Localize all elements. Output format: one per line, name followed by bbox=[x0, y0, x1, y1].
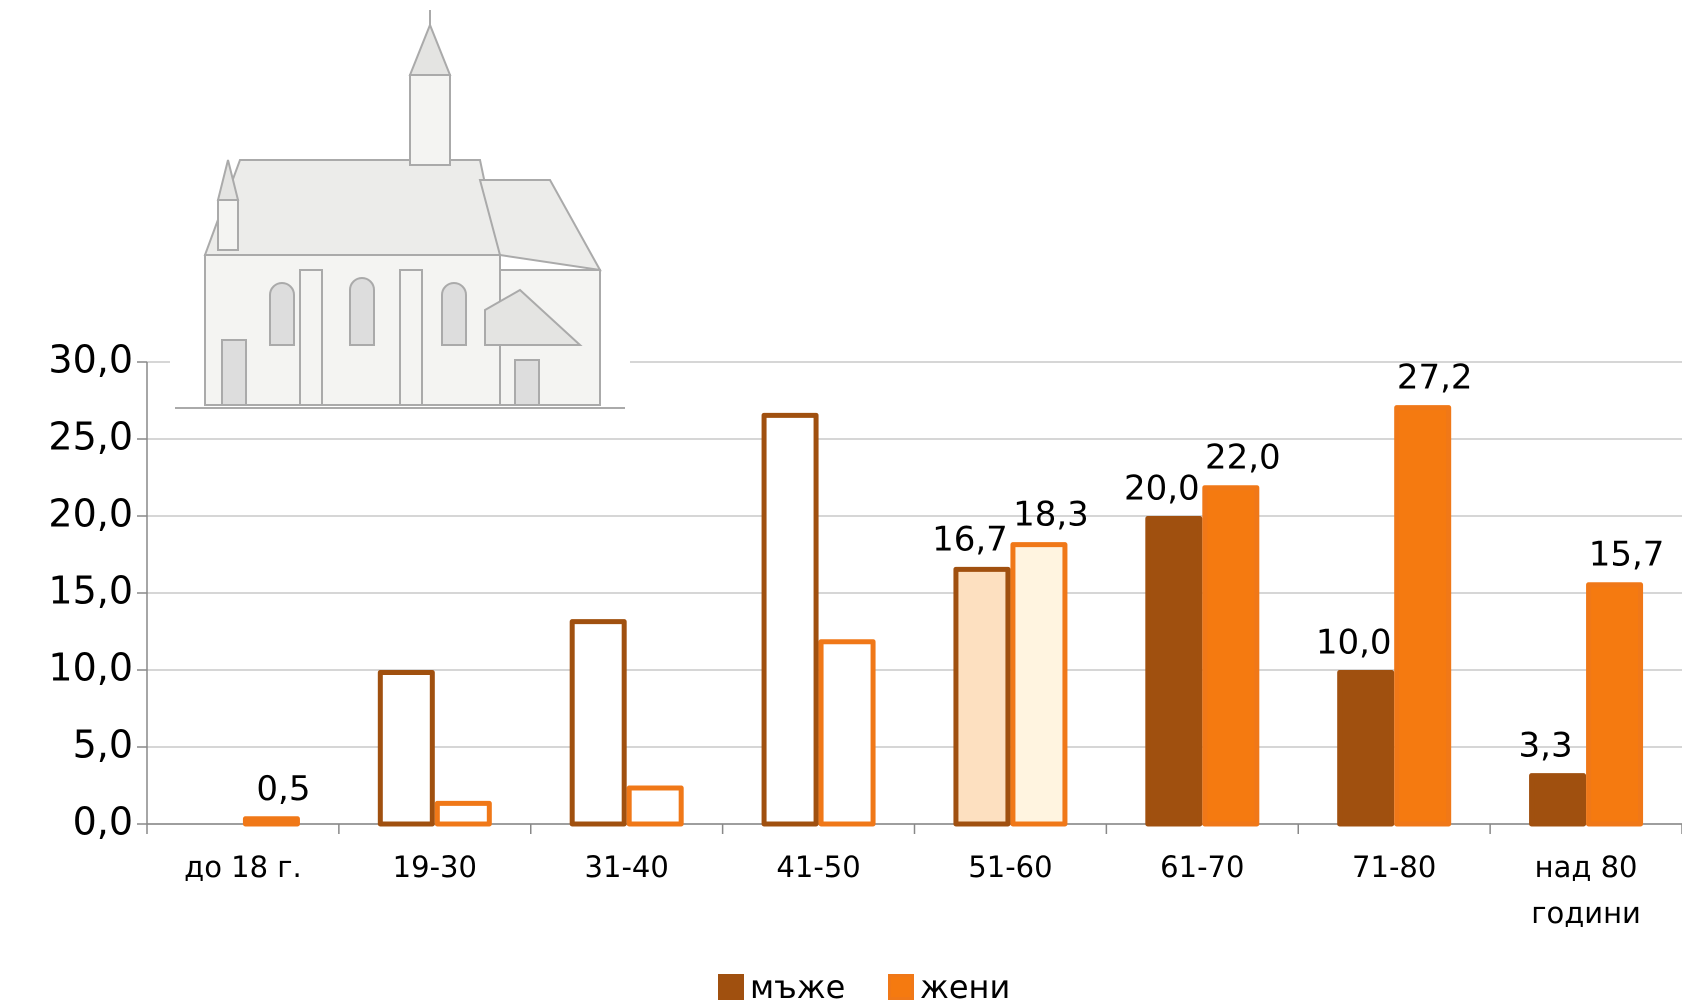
y-tick-label: 0,0 bbox=[73, 800, 133, 844]
data-label: 3,3 bbox=[1519, 726, 1573, 766]
y-tick-label: 5,0 bbox=[73, 723, 133, 767]
data-label: 15,7 bbox=[1589, 535, 1665, 575]
x-tick-label: 19-30 bbox=[392, 850, 477, 884]
legend-item: мъже bbox=[718, 968, 845, 1006]
x-tick-label: над 80 години bbox=[1531, 850, 1641, 930]
legend-swatch bbox=[888, 974, 914, 1000]
legend-label: мъже bbox=[750, 968, 846, 1006]
data-label: 27,2 bbox=[1397, 358, 1473, 398]
bar bbox=[953, 566, 1011, 827]
bar bbox=[1586, 582, 1644, 827]
bar bbox=[377, 670, 435, 827]
bar bbox=[1010, 542, 1068, 827]
y-tick-label: 25,0 bbox=[48, 415, 133, 459]
y-tick-label: 30,0 bbox=[48, 338, 133, 382]
x-tick-label: 51-60 bbox=[968, 850, 1053, 884]
bar bbox=[1529, 773, 1587, 827]
legend-item: жени bbox=[888, 968, 1010, 1006]
legend-label: жени bbox=[920, 968, 1011, 1006]
x-tick-label: до 18 г. bbox=[184, 850, 302, 884]
data-label: 22,0 bbox=[1205, 438, 1281, 478]
data-label: 16,7 bbox=[932, 519, 1008, 559]
bar bbox=[1337, 670, 1395, 827]
bar bbox=[1202, 485, 1260, 827]
data-label: 0,5 bbox=[256, 769, 310, 809]
data-label: 10,0 bbox=[1316, 623, 1392, 663]
legend-swatch bbox=[718, 974, 744, 1000]
bar bbox=[434, 800, 492, 827]
bar bbox=[1145, 516, 1203, 827]
bar bbox=[242, 816, 300, 827]
church-illustration bbox=[170, 10, 630, 412]
y-tick-label: 15,0 bbox=[48, 569, 133, 613]
x-tick-label: 71-80 bbox=[1352, 850, 1437, 884]
x-tick-label: 41-50 bbox=[776, 850, 861, 884]
bar bbox=[761, 412, 819, 827]
data-label: 18,3 bbox=[1013, 495, 1089, 535]
bar bbox=[626, 785, 684, 827]
bar bbox=[1394, 405, 1452, 827]
y-tick-label: 20,0 bbox=[48, 492, 133, 536]
y-tick-label: 10,0 bbox=[48, 646, 133, 690]
bar bbox=[569, 619, 627, 827]
bar bbox=[818, 639, 876, 827]
data-label: 20,0 bbox=[1124, 469, 1200, 509]
x-tick-label: 61-70 bbox=[1160, 850, 1245, 884]
x-tick-label: 31-40 bbox=[584, 850, 669, 884]
